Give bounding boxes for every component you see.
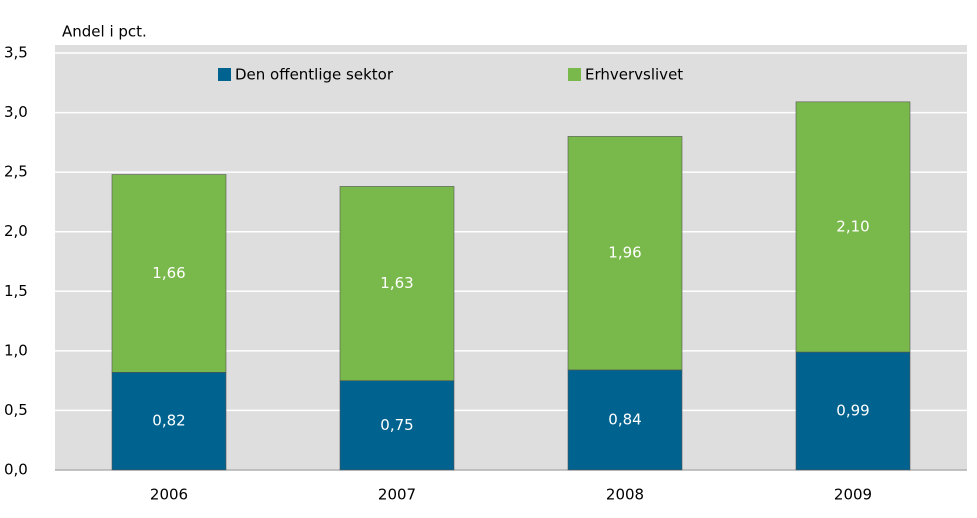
y-tick-label: 1,0 xyxy=(4,341,28,359)
y-tick-label: 1,5 xyxy=(4,282,28,300)
legend-swatch xyxy=(568,68,581,81)
data-label: 0,75 xyxy=(380,416,413,434)
bar-segment xyxy=(339,186,455,381)
data-label: 1,66 xyxy=(152,264,185,282)
data-label: 0,84 xyxy=(608,410,641,428)
legend-label: Den offentlige sektor xyxy=(235,66,394,84)
y-tick-label: 0,0 xyxy=(4,461,28,479)
bar-segment xyxy=(111,372,227,471)
x-tick-label: 2006 xyxy=(150,486,188,504)
bar-segment xyxy=(111,174,227,373)
y-tick-label: 2,5 xyxy=(4,163,28,181)
y-axis-label: Andel i pct. xyxy=(62,23,147,41)
bar-segment xyxy=(795,101,911,353)
y-tick-label: 3,0 xyxy=(4,103,28,121)
x-tick-label: 2009 xyxy=(834,486,872,504)
data-label: 0,99 xyxy=(836,402,869,420)
bar-segment xyxy=(795,351,911,471)
data-label: 2,10 xyxy=(836,217,869,235)
y-tick-label: 3,5 xyxy=(4,44,28,62)
x-tick-label: 2007 xyxy=(378,486,416,504)
x-tick-label: 2008 xyxy=(606,486,644,504)
bar-segment xyxy=(567,136,683,371)
data-label: 1,63 xyxy=(380,274,413,292)
data-label: 1,96 xyxy=(608,244,641,262)
data-label: 0,82 xyxy=(152,412,185,430)
bar-segment xyxy=(567,369,683,471)
legend-swatch xyxy=(218,68,231,81)
legend-label: Erhvervslivet xyxy=(585,66,683,84)
y-tick-label: 2,0 xyxy=(4,222,28,240)
y-tick-label: 0,5 xyxy=(4,401,28,419)
